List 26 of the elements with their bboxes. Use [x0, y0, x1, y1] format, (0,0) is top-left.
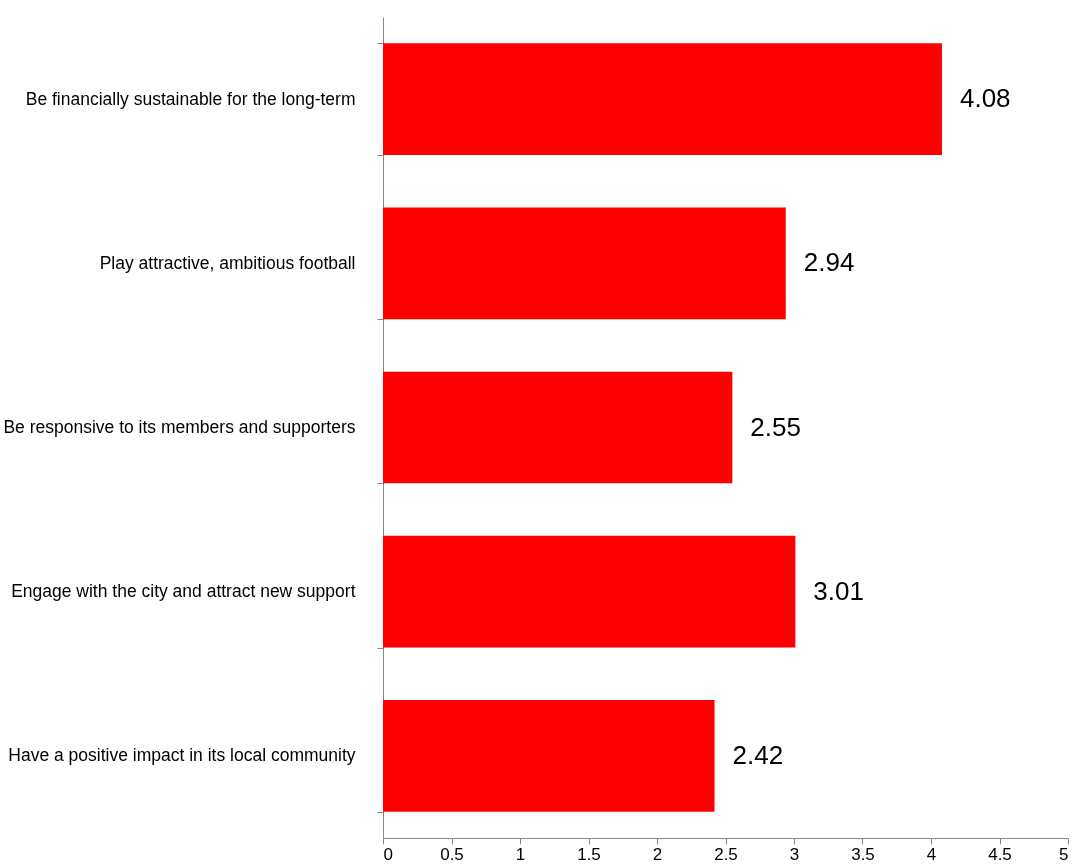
y-tick-label: Engage with the city and attract new support: [11, 581, 356, 602]
y-tick-label: Be financially sustainable for the long-term: [25, 88, 356, 109]
data-label: 2.94: [803, 247, 855, 278]
data-label: 2.55: [750, 411, 801, 442]
data-label: 2.42: [732, 739, 784, 770]
x-tick-label: 4: [926, 844, 937, 864]
y-tick-label: Play attractive, ambitious football: [99, 252, 356, 273]
x-tick-label: 3.5: [851, 844, 875, 864]
bar: [383, 371, 733, 484]
x-tick-label: 2: [652, 844, 663, 864]
data-label: 3.01: [813, 575, 864, 606]
y-tick-label: Have a positive impact in its local community: [8, 745, 356, 766]
x-tick-label: 2.5: [714, 844, 738, 864]
y-tick-label: Be responsive to its members and supporters: [3, 417, 356, 437]
x-tick-label: 0: [383, 844, 393, 864]
bar: [383, 43, 942, 155]
bar: [383, 207, 786, 320]
bar: [383, 535, 796, 648]
x-tick-label: 4.5: [988, 844, 1012, 864]
x-tick-label: 3: [789, 844, 800, 864]
x-tick-label: 1.5: [577, 844, 601, 864]
x-tick-label: 5: [1059, 844, 1069, 864]
x-tick-label: 1: [515, 844, 526, 864]
x-tick-label: 0.5: [440, 844, 464, 864]
data-label: 4.08: [959, 83, 1011, 114]
bar: [383, 700, 715, 812]
